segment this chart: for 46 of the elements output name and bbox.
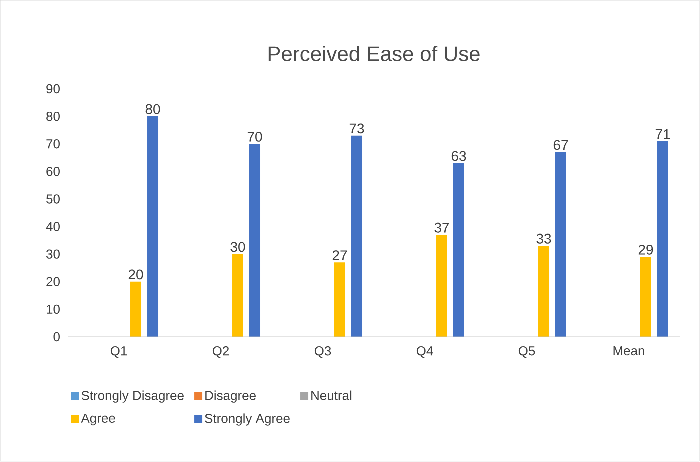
y-tick-label: 50 — [46, 194, 60, 204]
x-tick-label: Q3 — [314, 346, 332, 358]
bar — [640, 257, 652, 337]
y-tick-label: 30 — [46, 250, 60, 259]
data-label: 29 — [638, 244, 654, 255]
x-tick-label: Q5 — [518, 346, 536, 358]
bar — [658, 141, 668, 337]
x-tick-label: Q4 — [416, 346, 434, 358]
legend-label: Strongly Agree — [205, 414, 290, 426]
bar — [454, 163, 464, 337]
bar — [130, 282, 142, 337]
x-tick-label: Q1 — [110, 346, 128, 358]
bar — [556, 152, 566, 337]
data-label: 70 — [248, 132, 262, 142]
y-tick-label: 90 — [46, 84, 60, 94]
y-tick-label: 40 — [46, 222, 60, 232]
data-label: 71 — [656, 130, 670, 140]
legend-label: Strongly Disagree — [82, 390, 184, 403]
bar — [334, 262, 346, 337]
bar — [436, 235, 448, 337]
legend-label: Disagree — [206, 390, 256, 403]
bar — [538, 246, 550, 337]
data-label: 37 — [434, 222, 450, 233]
y-tick-label: 60 — [46, 167, 60, 176]
data-label: 33 — [536, 234, 552, 244]
y-tick-label: 10 — [47, 304, 60, 314]
data-label: 20 — [128, 270, 144, 280]
data-label: 63 — [452, 151, 466, 162]
x-tick-label: Q2 — [212, 346, 230, 358]
bar — [250, 144, 261, 337]
data-label: 30 — [230, 242, 246, 252]
chart-title: Perceived Ease of Use — [268, 46, 480, 62]
bar — [352, 136, 363, 337]
legend-label: Neutral — [312, 390, 352, 400]
x-tick-label: Mean — [614, 346, 644, 356]
bar — [148, 116, 159, 337]
legend-label: Agree — [81, 414, 116, 426]
y-tick-label: 20 — [46, 277, 60, 286]
data-label: 73 — [350, 124, 364, 134]
y-tick-label: 0 — [54, 332, 60, 342]
y-tick-label: 80 — [46, 112, 60, 122]
data-label: 27 — [332, 250, 348, 260]
data-label: 67 — [554, 140, 568, 150]
bar — [232, 254, 244, 337]
data-label: 80 — [146, 104, 160, 114]
y-tick-label: 70 — [46, 140, 60, 149]
